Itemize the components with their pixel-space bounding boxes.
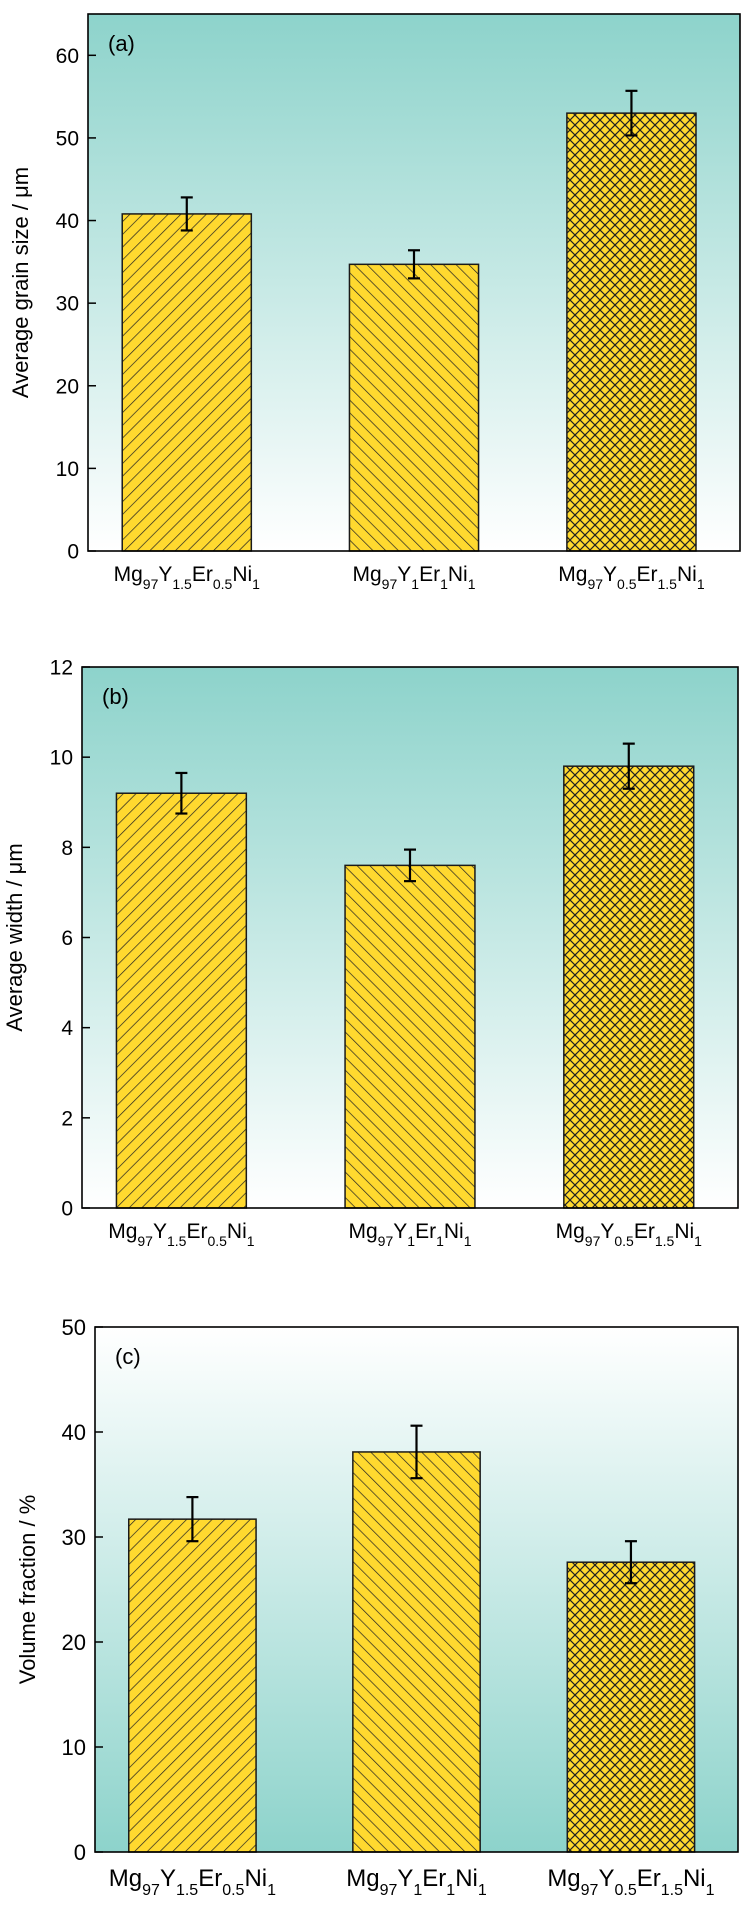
- y-axis-label: Average width / μm: [2, 843, 27, 1031]
- error-bar: [408, 249, 420, 280]
- x-tick-label: Mg97Y0.5Er1.5Ni1: [556, 1220, 703, 1249]
- panel-label: (b): [102, 684, 129, 709]
- y-tick-label: 0: [74, 1840, 86, 1865]
- chart-panel-c: 0 10 20 30 40 50 Volume fraction / % (c) Mg97Y1.…: [15, 1315, 739, 1899]
- y-tick-label: 10: [62, 1735, 86, 1760]
- y-tick-label: 60: [56, 45, 79, 68]
- error-bar: [404, 848, 416, 883]
- y-tick-label: 50: [62, 1315, 86, 1340]
- y-axis-label: Volume fraction / %: [15, 1495, 40, 1685]
- y-tick-label: 10: [56, 458, 79, 481]
- chart-panel-b: 0 2 4 6 8 10 12 Average width / μm (b) Mg97Y1.5Er…: [2, 657, 739, 1249]
- y-tick-label: 12: [50, 657, 73, 680]
- y-tick-label: 30: [56, 293, 79, 316]
- panel-label: (c): [115, 1344, 141, 1369]
- chart-panel-a: 0 10 20 30 40 50 60 Average grain size / μm (a) M…: [8, 13, 741, 592]
- bar: [128, 1518, 257, 1853]
- x-tick-label: Mg97Y1.5Er0.5Ni1: [114, 563, 261, 592]
- y-tick-label: 8: [61, 837, 73, 860]
- y-tick-label: 0: [67, 541, 79, 564]
- x-tick-label: Mg97Y0.5Er1.5Ni1: [558, 563, 705, 592]
- y-tick-label: 6: [61, 927, 73, 950]
- y-axis-label: Average grain size / μm: [8, 167, 33, 398]
- bar: [348, 263, 480, 552]
- x-tick-label: Mg97Y1Er1Ni1: [348, 1220, 471, 1249]
- y-tick-label: 4: [61, 1017, 73, 1040]
- bar: [344, 864, 476, 1209]
- x-tick-label: Mg97Y1.5Er0.5Ni1: [109, 1865, 276, 1899]
- error-bar: [410, 1424, 423, 1480]
- y-tick-label: 10: [50, 747, 73, 770]
- y-tick-label: 40: [56, 210, 79, 233]
- error-bar: [186, 1495, 199, 1543]
- plot-frame: [87, 13, 741, 552]
- y-tick-label: 50: [56, 127, 79, 150]
- panel-label: (a): [108, 31, 135, 56]
- y-tick-label: 2: [61, 1107, 73, 1130]
- bar: [566, 112, 697, 552]
- x-tick-label: Mg97Y1Er1Ni1: [352, 563, 475, 592]
- y-tick-label: 0: [61, 1198, 73, 1221]
- plot-frame: [94, 1326, 739, 1853]
- x-tick-label: Mg97Y0.5Er1.5Ni1: [547, 1865, 714, 1899]
- error-bar: [622, 742, 635, 790]
- bar: [563, 765, 695, 1209]
- error-bar: [175, 771, 188, 815]
- y-tick-label: 20: [56, 375, 79, 398]
- y-tick-label: 30: [62, 1525, 86, 1550]
- bar: [566, 1561, 696, 1853]
- error-bar: [624, 1540, 637, 1585]
- y-tick-label: 40: [62, 1420, 86, 1445]
- x-tick-label: Mg97Y1Er1Ni1: [346, 1865, 487, 1899]
- bar: [115, 792, 248, 1209]
- bar: [121, 213, 253, 552]
- error-bar: [625, 89, 638, 137]
- y-tick-label: 20: [62, 1630, 86, 1655]
- bar: [352, 1451, 481, 1853]
- x-tick-label: Mg97Y1.5Er0.5Ni1: [108, 1220, 255, 1249]
- error-bar: [180, 196, 193, 232]
